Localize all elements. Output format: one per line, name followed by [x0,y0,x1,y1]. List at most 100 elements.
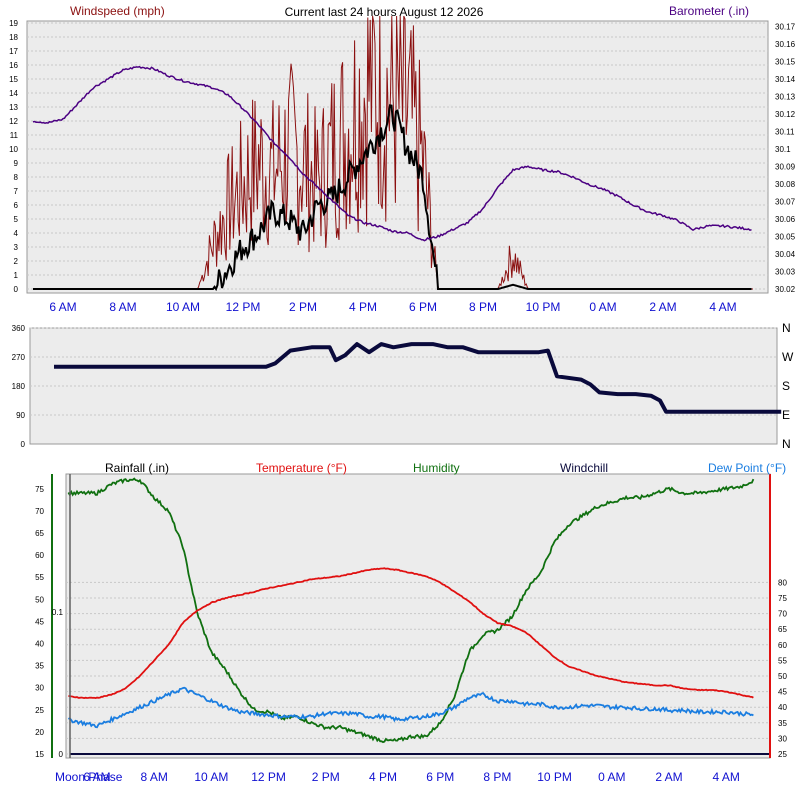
barometer-tick-label: 30.16 [775,40,796,49]
humidity-tick-label: 35 [35,662,44,671]
windspeed-tick-label: 7 [14,187,19,196]
windspeed-tick-label: 19 [9,19,18,28]
direction-degree-label: 0 [21,440,26,449]
time-axis-label: 12 PM [226,300,261,314]
barometer-axis-label: Barometer (.in) [669,4,749,18]
time-axis-label: 8 PM [483,770,511,784]
time-axis-label: 6 PM [426,770,454,784]
humidity-line [67,477,755,744]
windspeed-tick-label: 1 [14,271,19,280]
direction-compass-label: N [782,437,791,451]
legend-label: Dew Point (°F) [708,461,786,475]
humidity-tick-label: 40 [35,640,44,649]
humidity-tick-label: 20 [35,728,44,737]
windspeed-tick-label: 6 [14,201,19,210]
windspeed-average-line [33,104,752,292]
temperature-tick-label: 65 [778,625,787,634]
windspeed-tick-label: 16 [9,61,18,70]
direction-compass-label: N [782,321,791,335]
legend-label: Temperature (°F) [256,461,347,475]
windspeed-tick-label: 17 [9,47,18,56]
temperature-tick-label: 75 [778,594,787,603]
humidity-tick-label: 15 [35,750,44,759]
time-axis-label: 10 AM [166,300,200,314]
time-axis-label: 2 AM [655,770,682,784]
direction-compass-label: W [782,350,794,364]
chart-title: Current last 24 hours August 12 2026 [285,5,484,19]
temperature-tick-label: 40 [778,703,787,712]
barometer-tick-label: 30.08 [775,180,796,189]
windspeed-tick-label: 13 [9,103,18,112]
barometer-tick-label: 30.13 [775,93,796,102]
windspeed-tick-label: 18 [9,33,18,42]
direction-degree-label: 90 [16,411,25,420]
windspeed-tick-label: 3 [14,243,19,252]
time-axis-label: 2 PM [289,300,317,314]
humidity-tick-label: 65 [35,529,44,538]
windspeed-tick-label: 10 [9,145,18,154]
temperature-tick-label: 25 [778,750,787,759]
temperature-tick-label: 30 [778,734,787,743]
temperature-tick-label: 50 [778,672,787,681]
barometer-tick-label: 30.17 [775,23,796,32]
windspeed-tick-label: 14 [9,89,18,98]
temperature-tick-label: 70 [778,610,787,619]
barometer-tick-label: 30.12 [775,110,796,119]
rainfall-tick-label: 0 [59,750,64,759]
barometer-tick-label: 30.06 [775,215,796,224]
barometer-tick-label: 30.15 [775,58,796,67]
temperature-tick-label: 35 [778,719,787,728]
time-axis-label: 12 PM [251,770,286,784]
windspeed-tick-label: 5 [14,215,19,224]
barometer-line [32,65,752,242]
time-axis-label: 0 AM [598,770,625,784]
humidity-tick-label: 60 [35,551,44,560]
windspeed-tick-label: 0 [14,285,19,294]
temperature-line [68,567,754,700]
barometer-tick-label: 30.07 [775,198,796,207]
barometer-tick-label: 30.1 [775,145,791,154]
wind-direction-line [54,342,782,414]
humidity-tick-label: 30 [35,684,44,693]
time-axis-label: 8 PM [469,300,497,314]
temperature-tick-label: 60 [778,641,787,650]
windspeed-tick-label: 11 [10,131,19,140]
barometer-tick-label: 30.05 [775,233,796,242]
time-axis-label: 6 PM [409,300,437,314]
temperature-tick-label: 55 [778,656,787,665]
time-axis-label: 8 AM [141,770,168,784]
humidity-tick-label: 55 [35,573,44,582]
legend-label: Humidity [413,461,460,475]
humidity-tick-label: 70 [35,507,44,516]
barometer-tick-label: 30.02 [775,285,796,294]
windspeed-tick-label: 2 [14,257,19,266]
direction-compass-label: S [782,379,790,393]
time-axis-label: 4 PM [369,770,397,784]
legend-label: Windchill [560,461,608,475]
time-axis-label: 8 AM [109,300,136,314]
time-axis-label: 2 PM [312,770,340,784]
barometer-tick-label: 30.11 [775,128,795,137]
temperature-tick-label: 80 [778,578,787,587]
humidity-tick-label: 45 [35,617,44,626]
direction-degree-label: 360 [12,324,26,333]
rainfall-tick-label: 0.1 [52,608,64,617]
windspeed-tick-label: 12 [9,117,18,126]
humidity-tick-label: 75 [35,485,44,494]
windspeed-axis-label: Windspeed (mph) [70,4,165,18]
temperature-tick-label: 45 [778,688,787,697]
humidity-tick-label: 50 [35,595,44,604]
barometer-tick-label: 30.09 [775,163,796,172]
windspeed-tick-label: 9 [14,159,19,168]
time-axis-label: 10 AM [194,770,228,784]
time-axis-label: 2 AM [649,300,676,314]
direction-compass-label: E [782,408,790,422]
direction-degree-label: 270 [12,353,26,362]
time-axis-label: 4 AM [709,300,736,314]
windspeed-tick-label: 8 [14,173,19,182]
time-axis-label: 10 PM [526,300,561,314]
windspeed-tick-label: 15 [9,75,18,84]
humidity-tick-label: 25 [35,706,44,715]
time-axis-label: 6 AM [49,300,76,314]
